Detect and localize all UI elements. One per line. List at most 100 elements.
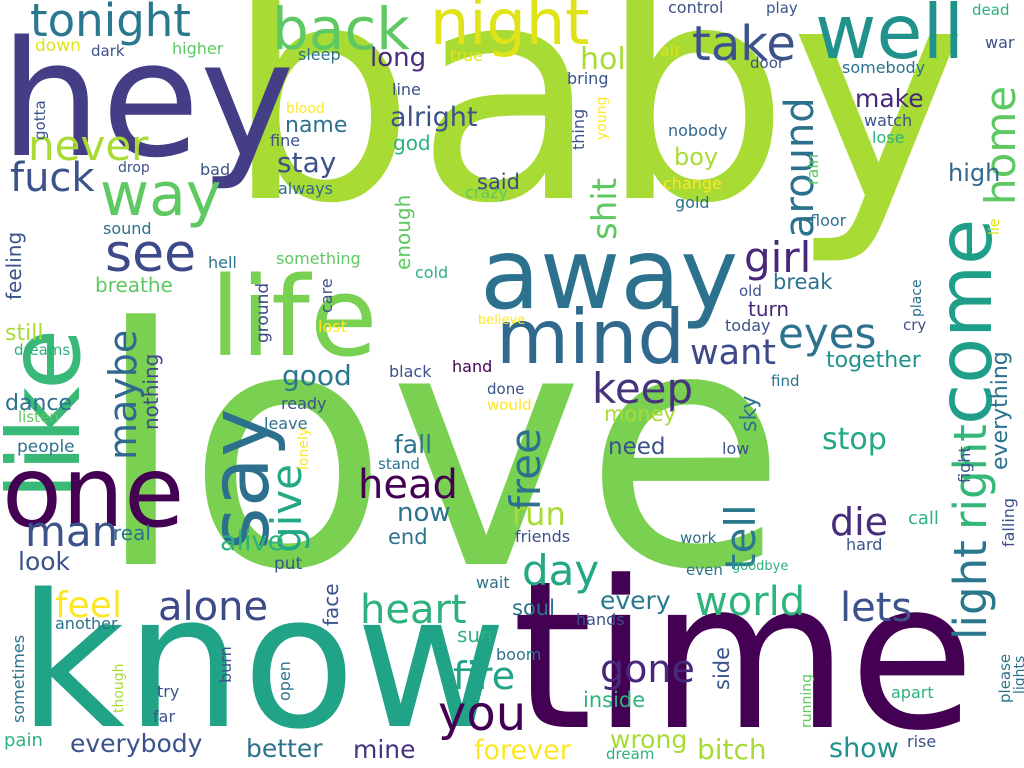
word-burn: burn	[216, 646, 235, 683]
word-eyes: eyes	[778, 309, 877, 358]
word-together: together	[826, 348, 921, 373]
word-pain: pain	[4, 730, 43, 751]
word-care: care	[317, 278, 336, 313]
word-lost: lost	[318, 317, 347, 336]
word-sometimes: sometimes	[9, 634, 28, 723]
word-hell: hell	[208, 253, 237, 272]
word-gold: gold	[675, 193, 710, 212]
word-alone: alone	[158, 584, 269, 630]
word-god: god	[393, 131, 431, 155]
word-turn: turn	[748, 297, 790, 321]
word-soul: soul	[512, 596, 555, 620]
word-rain: rain	[803, 154, 822, 185]
word-black: black	[389, 362, 432, 381]
word-lose: lose	[872, 128, 905, 147]
word-cry: cry	[903, 316, 927, 334]
word-hey: hey	[0, 6, 295, 193]
word-world: world	[695, 579, 806, 625]
word-way: way	[100, 160, 222, 230]
word-dream: dream	[606, 745, 655, 763]
word-bad: bad	[200, 160, 231, 179]
word-end: end	[388, 525, 428, 549]
word-friends: friends	[515, 527, 571, 546]
word-fuck: fuck	[10, 155, 95, 201]
word-wrong: wrong	[610, 725, 688, 754]
word-still: still	[5, 321, 44, 346]
word-find: find	[771, 372, 800, 390]
word-everybody: everybody	[70, 729, 203, 758]
word-hand: hand	[452, 357, 493, 376]
word-apart: apart	[891, 683, 934, 702]
word-feeling: feeling	[2, 231, 26, 300]
word-done: done	[487, 380, 525, 398]
word-far: far	[153, 707, 176, 726]
word-never: never	[28, 121, 149, 170]
word-high: high	[948, 159, 1001, 187]
word-breathe: breathe	[95, 273, 173, 297]
word-name: name	[285, 113, 348, 138]
word-call: call	[908, 508, 939, 529]
word-lonely: lonely	[296, 427, 312, 470]
word-sound: sound	[103, 219, 152, 238]
word-change: change	[663, 174, 722, 193]
word-inside: inside	[583, 688, 646, 712]
word-open: open	[275, 661, 294, 701]
word-lets: lets	[840, 585, 913, 631]
word-put: put	[274, 554, 303, 574]
word-away: away	[480, 218, 739, 332]
word-door: door	[750, 54, 785, 72]
word-stay: stay	[277, 146, 337, 179]
word-tonight: tonight	[30, 0, 191, 47]
word-place: place	[909, 279, 925, 317]
word-home: home	[976, 85, 1024, 205]
word-fight: fight	[955, 446, 974, 483]
word-lights: lights	[1012, 655, 1024, 694]
word-ready: ready	[281, 394, 327, 413]
word-sun: sun	[457, 623, 493, 647]
word-wait: wait	[476, 573, 510, 592]
word-crazy: crazy	[465, 183, 509, 202]
word-man: man	[25, 507, 119, 556]
word-feel: feel	[55, 585, 122, 626]
word-old: old	[739, 282, 762, 300]
word-run: run	[512, 495, 566, 533]
word-life: life	[210, 253, 378, 381]
word-night: night	[430, 0, 590, 59]
word-day: day	[522, 546, 600, 595]
word-bring: bring	[567, 69, 609, 88]
word-die: die	[830, 500, 889, 544]
word-take: take	[692, 16, 796, 72]
word-leave: leave	[264, 414, 308, 433]
word-gone: gone	[600, 647, 695, 691]
word-stop: stop	[822, 422, 887, 457]
word-lie: lie	[987, 218, 1003, 235]
word-nobody: nobody	[668, 121, 728, 140]
word-people: people	[17, 437, 75, 457]
word-play: play	[766, 0, 798, 17]
word-hands: hands	[576, 610, 625, 629]
word-every: every	[600, 586, 671, 615]
word-hold: hold	[580, 42, 645, 77]
word-time: time	[512, 538, 976, 768]
word-listen: listen	[18, 408, 59, 426]
word-always: always	[278, 179, 333, 198]
word-well: well	[815, 0, 965, 76]
word-girl: girl	[744, 233, 812, 282]
word-side: side	[710, 646, 734, 690]
word-alive: alive	[220, 526, 285, 557]
word-love: love	[95, 258, 787, 642]
word-today: today	[725, 316, 771, 335]
word-head: head	[358, 462, 458, 508]
word-know: know	[18, 554, 507, 768]
word-running: running	[799, 673, 815, 728]
word-air: air	[660, 41, 681, 60]
word-look: look	[18, 547, 71, 576]
word-better: better	[246, 734, 323, 763]
word-you: you	[438, 686, 527, 742]
word-forever: forever	[474, 735, 571, 766]
word-heart: heart	[360, 587, 467, 633]
word-said: said	[477, 170, 520, 194]
word-cold: cold	[415, 263, 449, 282]
word-control: control	[668, 0, 724, 17]
